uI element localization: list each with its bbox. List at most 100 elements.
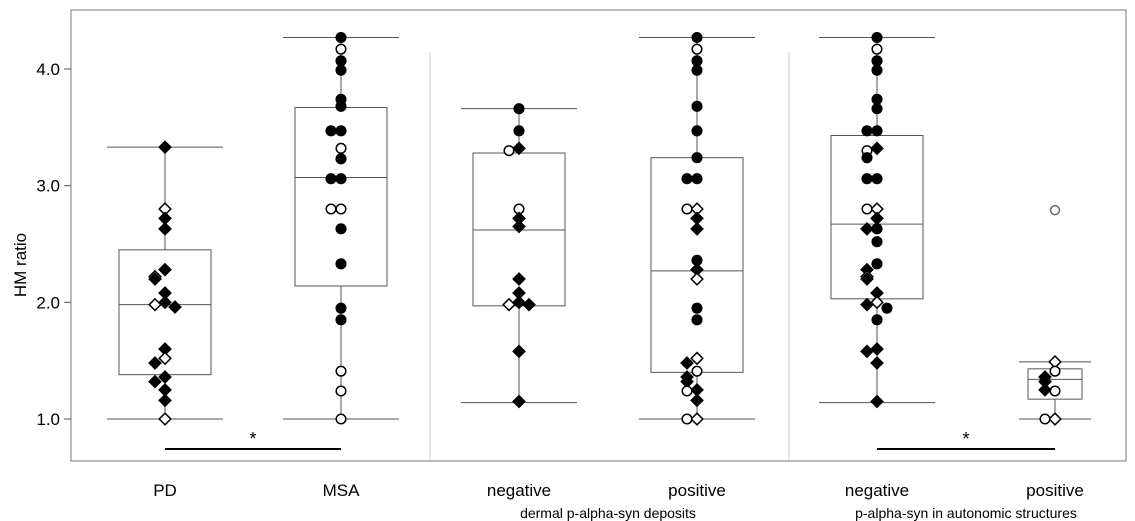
filled-circle-point (871, 173, 883, 185)
filled-circle-point (871, 103, 883, 115)
filled-circle-point (691, 302, 703, 314)
open-circle-point (335, 413, 347, 425)
significance-label: * (962, 429, 969, 449)
filled-circle-point (513, 103, 525, 115)
filled-diamond-point (148, 272, 162, 286)
filled-diamond-point (870, 141, 884, 156)
filled-circle-point (335, 173, 347, 185)
open-circle-point (691, 43, 703, 55)
filled-diamond-point (148, 356, 162, 370)
filled-circle-point (681, 173, 693, 185)
filled-diamond-point (860, 221, 874, 236)
filled-diamond-point (148, 374, 162, 389)
filled-circle-point (335, 100, 347, 112)
open-diamond-point (158, 412, 172, 426)
open-diamond-point (1048, 412, 1062, 426)
filled-circle-point (691, 64, 703, 76)
filled-diamond-point (512, 394, 526, 409)
x-tick-label: MSA (323, 481, 361, 500)
open-circle-point (861, 203, 873, 215)
open-circle-point (335, 43, 347, 55)
filled-diamond-point (690, 393, 704, 408)
filled-diamond-point (512, 295, 526, 310)
open-circle-point (681, 385, 693, 397)
filled-diamond-point (870, 356, 884, 370)
open-diamond-point (690, 351, 704, 366)
filled-diamond-point (860, 272, 874, 286)
filled-diamond-point (680, 356, 694, 370)
filled-circle-point (871, 314, 883, 326)
filled-circle-point (871, 93, 883, 105)
filled-circle-point (871, 125, 883, 137)
y-tick-label: 2.0 (36, 293, 60, 312)
filled-diamond-point (512, 272, 526, 286)
filled-diamond-point (512, 141, 526, 156)
open-circle-point (325, 203, 337, 215)
open-circle-point (1049, 385, 1061, 397)
filled-circle-point (861, 173, 873, 185)
y-axis-label: HM ratio (11, 233, 30, 297)
filled-circle-point (691, 31, 703, 44)
open-circle-point (335, 385, 347, 397)
filled-circle-point (691, 100, 703, 112)
group-title: dermal p-alpha-syn deposits (520, 505, 696, 521)
filled-circle-point (871, 236, 883, 248)
open-circle-point (681, 413, 693, 425)
filled-diamond-point (860, 344, 874, 359)
box-iqr (294, 107, 388, 287)
filled-diamond-point (158, 140, 172, 155)
boxes (107, 37, 1091, 420)
open-circle-point (335, 365, 347, 377)
filled-circle-point (335, 223, 347, 235)
filled-circle-point (335, 302, 347, 314)
filled-circle-point (871, 64, 883, 76)
open-circle-point (335, 203, 347, 215)
filled-circle-point (861, 125, 873, 137)
filled-circle-point (335, 64, 347, 76)
filled-circle-point (513, 125, 525, 137)
filled-diamond-point (522, 297, 536, 312)
open-diamond-point (690, 272, 704, 286)
y-axis: 1.0 2.0 3.0 4.0 (36, 10, 72, 461)
filled-diamond-point (158, 370, 172, 384)
plot-frame (70, 9, 1127, 462)
filled-circle-point (881, 302, 893, 314)
filled-circle-point (871, 55, 883, 67)
y-tick-label: 1.0 (36, 410, 60, 429)
filled-diamond-point (512, 219, 526, 234)
box-MSA (283, 37, 399, 420)
open-circle-point (871, 43, 883, 55)
x-tick-label: PD (153, 481, 177, 500)
open-diamond-point (158, 351, 172, 366)
filled-circle-point (335, 55, 347, 67)
x-tick-label: negative (845, 481, 909, 500)
open-diamond-point (502, 297, 516, 312)
filled-circle-point (691, 55, 703, 67)
significance-markers: * * (165, 429, 1055, 450)
outlier-point (1049, 204, 1061, 216)
open-circle-point (691, 365, 703, 377)
data-points (148, 31, 1062, 426)
x-tick-label: positive (668, 481, 726, 500)
filled-diamond-point (690, 221, 704, 236)
group-title: p-alpha-syn in autonomic structures (855, 505, 1077, 521)
filled-circle-point (691, 314, 703, 326)
filled-circle-point (691, 125, 703, 137)
filled-circle-point (871, 258, 883, 270)
filled-diamond-point (870, 342, 884, 356)
y-tick-label: 4.0 (36, 60, 60, 79)
filled-circle-point (335, 314, 347, 326)
open-circle-point (503, 145, 515, 157)
filled-diamond-point (168, 300, 182, 314)
filled-circle-point (335, 153, 347, 165)
x-tick-label: negative (487, 481, 551, 500)
filled-circle-point (861, 152, 873, 164)
filled-circle-point (691, 173, 703, 185)
filled-circle-point (871, 31, 883, 44)
open-circle-point (1039, 413, 1051, 425)
open-circle-point (335, 142, 347, 154)
filled-circle-point (335, 125, 347, 137)
filled-diamond-point (860, 297, 874, 312)
filled-diamond-point (158, 262, 172, 277)
